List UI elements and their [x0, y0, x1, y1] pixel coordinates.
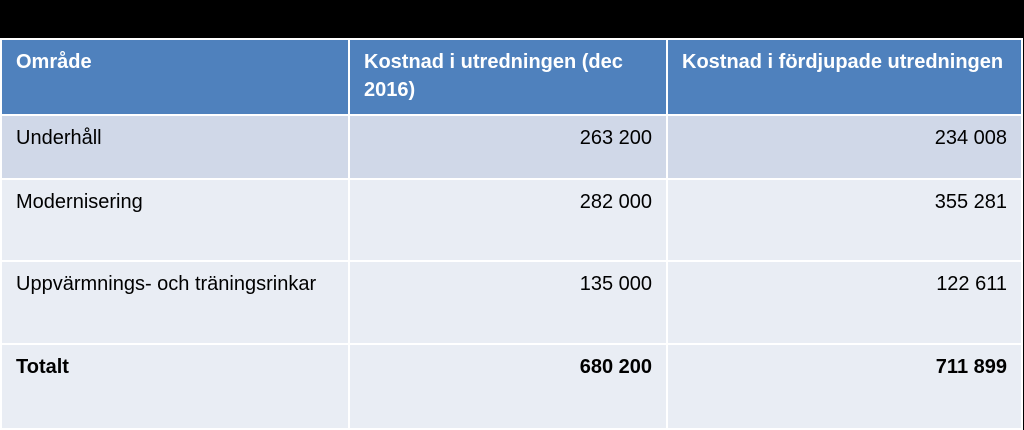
header-area: Område	[0, 38, 350, 116]
table-row-total: Totalt 680 200 711 899	[0, 343, 1023, 430]
table-row: Uppvärmnings- och träningsrinkar 135 000…	[0, 260, 1023, 345]
cell-cost-deep: 711 899	[666, 343, 1023, 430]
cell-cost-2016: 680 200	[348, 343, 668, 430]
cell-cost-deep: 355 281	[666, 178, 1023, 262]
table-header-row: Område Kostnad i utredningen (dec 2016) …	[0, 38, 1023, 116]
cell-cost-2016: 263 200	[348, 114, 668, 180]
cell-cost-deep: 234 008	[666, 114, 1023, 180]
header-cost-2016: Kostnad i utredningen (dec 2016)	[348, 38, 668, 116]
cell-area: Underhåll	[0, 114, 350, 180]
cell-cost-2016: 282 000	[348, 178, 668, 262]
cell-area: Uppvärmnings- och träningsrinkar	[0, 260, 350, 345]
table-row: Underhåll 263 200 234 008	[0, 114, 1023, 180]
header-cost-deep: Kostnad i fördjupade utredningen	[666, 38, 1023, 116]
cell-cost-deep: 122 611	[666, 260, 1023, 345]
cell-area: Modernisering	[0, 178, 350, 262]
cell-area: Totalt	[0, 343, 350, 430]
table-row: Modernisering 282 000 355 281	[0, 178, 1023, 262]
cell-cost-2016: 135 000	[348, 260, 668, 345]
cost-table: Område Kostnad i utredningen (dec 2016) …	[0, 38, 1023, 430]
